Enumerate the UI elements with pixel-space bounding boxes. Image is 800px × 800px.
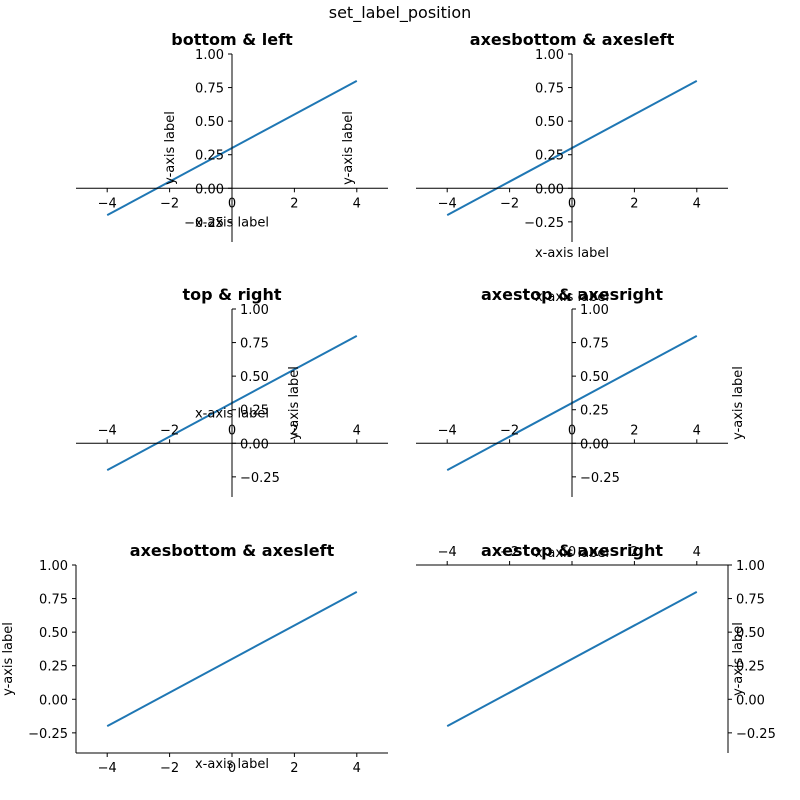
y-tick-label: 0.00 (535, 182, 564, 197)
subplot-6: axestop & axesright −4 −2 0 2 4 −0.25 0.00 0.25 0… (416, 541, 776, 753)
y-tick-label: −0.25 (580, 471, 620, 486)
y-tick-label: 0.75 (195, 82, 224, 97)
subplot-1: bottom & left −4 −2 0 2 4 −0.25 0.00 0.25 0.50 0.7… (76, 30, 388, 242)
y-tick-label: 1.00 (736, 559, 765, 574)
y-tick-label: 0.50 (240, 370, 269, 385)
x-axis-label: x-axis label (195, 406, 269, 421)
y-tick-label: 0.50 (736, 626, 765, 641)
y-tick-label: 0.75 (580, 337, 609, 352)
y-axis-label: y-axis label (163, 111, 178, 185)
x-tick-label: −4 (438, 423, 457, 438)
y-tick-label: 0.00 (736, 693, 765, 708)
x-axis-label: x-axis label (535, 546, 609, 561)
x-axis-label: x-axis label (195, 757, 269, 772)
x-axis-label: x-axis label (535, 246, 609, 261)
x-axis-label: x-axis label (195, 215, 269, 230)
x-tick-label: 4 (693, 545, 701, 560)
x-tick-label: 2 (630, 196, 638, 211)
subplot-title: top & right (182, 285, 281, 304)
x-tick-label: 4 (693, 196, 701, 211)
y-axis-label: y-axis label (1, 622, 16, 696)
subplot-4: axestop & axesright −4 −2 0 2 4 −0.25 0.00 0.25 0… (416, 285, 746, 497)
subplot-title: axestop & axesright (481, 541, 663, 560)
y-tick-label: −0.25 (184, 216, 224, 231)
y-axis-label: y-axis label (341, 111, 356, 185)
y-tick-label: 0.25 (580, 404, 609, 419)
x-tick-label: 4 (353, 196, 361, 211)
x-axis-label: x-axis label (535, 290, 609, 305)
x-tick-label: −4 (98, 761, 117, 776)
x-tick-label: 2 (290, 761, 298, 776)
series-line (106, 590, 358, 728)
y-tick-label: 0.75 (39, 593, 68, 608)
y-axis-label: y-axis label (287, 366, 302, 440)
x-tick-label: −2 (160, 423, 179, 438)
y-tick-label: 0.00 (39, 693, 68, 708)
y-tick-label: 0.25 (240, 404, 269, 419)
y-tick-label: 0.00 (580, 437, 609, 452)
y-tick-label: −0.25 (240, 471, 280, 486)
y-tick-label: 0.00 (195, 182, 224, 197)
x-tick-label: −2 (160, 761, 179, 776)
x-tick-label: −2 (500, 545, 519, 560)
subplot-title: axestop & axesright (481, 285, 663, 304)
y-tick-label: 0.50 (39, 626, 68, 641)
x-tick-label: 0 (568, 545, 576, 560)
y-tick-label: −0.25 (524, 216, 564, 231)
subplot-3: top & right −4 −2 0 2 4 −0.25 0.00 0.25 0.50 0.75 1… (76, 285, 388, 497)
subplot-2: axesbottom & axesleft −4 −2 0 2 4 −0.25 0.00 0.2… (341, 30, 728, 261)
y-tick-label: 0.75 (736, 593, 765, 608)
series-line (446, 590, 698, 728)
y-tick-label: −0.25 (28, 727, 68, 742)
y-tick-label: 1.00 (580, 303, 609, 318)
subplot-title: bottom & left (171, 30, 293, 49)
subplot-title: axesbottom & axesleft (130, 541, 335, 560)
subplot-5: axesbottom & axesleft −4 −2 0 2 4 −0.25 0.00 0.2… (1, 541, 388, 776)
x-tick-label: 2 (290, 423, 298, 438)
y-tick-label: 1.00 (195, 48, 224, 63)
y-tick-label: 1.00 (39, 559, 68, 574)
y-tick-label: 0.75 (535, 82, 564, 97)
x-tick-label: 2 (290, 196, 298, 211)
figure-title: set_label_position (329, 3, 472, 23)
x-tick-label: −2 (160, 196, 179, 211)
y-tick-label: 0.50 (195, 115, 224, 130)
y-tick-label: 0.00 (240, 437, 269, 452)
x-tick-label: 0 (568, 196, 576, 211)
subplot-title: axesbottom & axesleft (470, 30, 675, 49)
x-tick-label: 4 (693, 423, 701, 438)
x-tick-label: 0 (228, 761, 236, 776)
x-tick-label: −4 (438, 196, 457, 211)
y-tick-label: 0.50 (580, 370, 609, 385)
x-tick-label: −4 (98, 423, 117, 438)
x-tick-label: −2 (500, 196, 519, 211)
x-tick-label: −4 (98, 196, 117, 211)
y-tick-label: 0.25 (195, 149, 224, 164)
y-tick-label: 0.75 (240, 337, 269, 352)
x-tick-label: −4 (438, 545, 457, 560)
y-tick-label: 0.25 (39, 660, 68, 675)
y-tick-label: 1.00 (535, 48, 564, 63)
y-tick-label: 0.25 (535, 149, 564, 164)
x-tick-label: 0 (228, 423, 236, 438)
x-tick-label: 0 (228, 196, 236, 211)
y-axis-label: y-axis label (731, 366, 746, 440)
y-tick-label: −0.25 (736, 727, 776, 742)
x-tick-label: 2 (630, 545, 638, 560)
y-tick-label: 1.00 (240, 303, 269, 318)
x-tick-label: 0 (568, 423, 576, 438)
x-tick-label: 4 (353, 761, 361, 776)
y-axis-label: y-axis label (731, 622, 746, 696)
y-tick-label: 0.50 (535, 115, 564, 130)
x-tick-label: −2 (500, 423, 519, 438)
y-tick-label: 0.25 (736, 660, 765, 675)
x-tick-label: 2 (630, 423, 638, 438)
x-tick-label: 4 (353, 423, 361, 438)
